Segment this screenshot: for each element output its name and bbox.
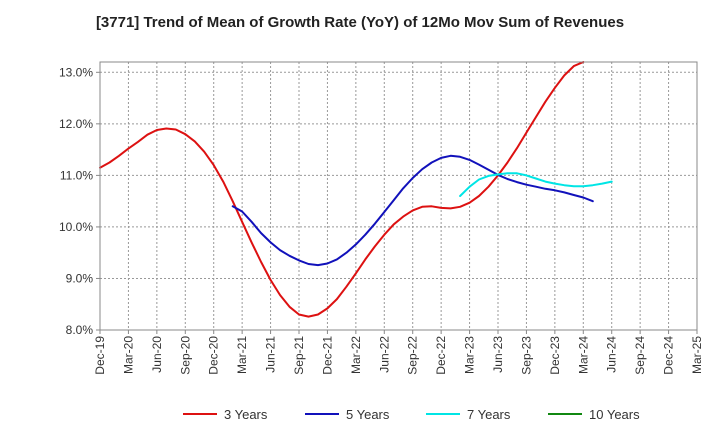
x-tick-label: Sep-20 xyxy=(178,336,192,375)
series-layer xyxy=(99,61,613,318)
plot-frame xyxy=(99,61,698,331)
y-tick-label: 9.0% xyxy=(66,271,94,285)
x-tick-label: Jun-24 xyxy=(605,336,619,373)
x-tick-label: Mar-24 xyxy=(576,336,590,374)
x-tick-label: Sep-24 xyxy=(633,336,647,375)
x-tick-label: Jun-20 xyxy=(150,336,164,373)
x-tick-label: Mar-21 xyxy=(235,336,249,374)
x-tick-label: Dec-23 xyxy=(548,336,562,375)
x-tick-label: Sep-23 xyxy=(519,336,533,375)
x-tick-label: Sep-21 xyxy=(292,336,306,375)
x-tick-label: Mar-23 xyxy=(463,336,477,374)
y-tick-label: 11.0% xyxy=(60,168,93,182)
chart-title: [3771] Trend of Mean of Growth Rate (YoY… xyxy=(95,14,625,31)
x-tick-label: Mar-22 xyxy=(349,336,363,374)
x-tick-label: Mar-20 xyxy=(121,336,135,374)
axis-layer: 8.0% 9.0% 10.0% 11.0% 12.0% 13.0% Dec-19 Mar-20… xyxy=(59,65,704,374)
y-tick-label: 13.0% xyxy=(59,65,93,79)
x-tick-label: Dec-19 xyxy=(93,336,107,375)
x-tick-label: Dec-24 xyxy=(662,336,676,375)
grid-layer xyxy=(100,62,697,331)
x-tick-label: Sep-22 xyxy=(406,336,420,375)
legend-label-7-years: 7 Years xyxy=(467,407,511,422)
x-tick-label: Mar-25 xyxy=(690,336,704,374)
y-tick-label: 8.0% xyxy=(66,323,94,337)
x-tick-label: Jun-21 xyxy=(264,336,278,373)
x-tick-label: Dec-21 xyxy=(320,336,334,375)
series-line-3-years xyxy=(99,61,585,318)
legend-layer: 3 Years 5 Years 7 Years 10 Years xyxy=(183,407,640,422)
legend-label-10-years: 10 Years xyxy=(589,407,640,422)
series-line-5-years xyxy=(231,154,594,267)
legend-label-3-years: 3 Years xyxy=(224,407,268,422)
series-line-7-years xyxy=(459,172,613,197)
legend-label-5-years: 5 Years xyxy=(346,407,390,422)
x-tick-label: Dec-22 xyxy=(434,336,448,375)
x-tick-label: Jun-22 xyxy=(377,336,391,373)
y-tick-label: 12.0% xyxy=(59,117,93,131)
x-tick-label: Jun-23 xyxy=(491,336,505,373)
y-tick-label: 10.0% xyxy=(59,220,93,234)
x-tick-label: Dec-20 xyxy=(207,336,221,375)
